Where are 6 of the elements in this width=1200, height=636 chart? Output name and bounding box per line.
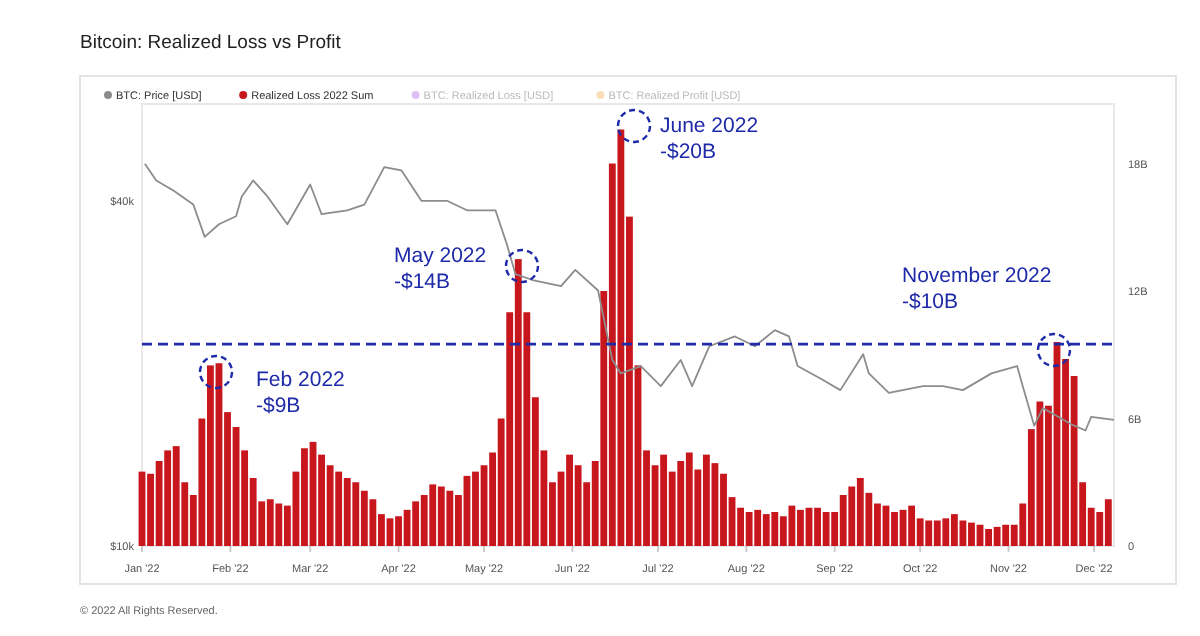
chart-title: Bitcoin: Realized Loss vs Profit [80,32,342,54]
line-series [143,162,1115,432]
annotation: Feb 2022 -$9B [256,368,346,418]
annotation: June 2022 -$20B [660,114,759,164]
annotation: November 2022 -$10B [902,264,1052,314]
annotation: May 2022 -$14B [394,244,487,294]
